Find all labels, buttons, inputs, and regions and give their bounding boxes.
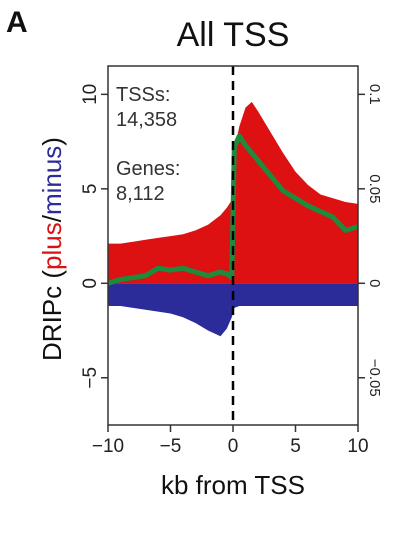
y-tick-label: −5 bbox=[80, 367, 101, 389]
annotation-tss-value: 14,358 bbox=[116, 109, 177, 131]
chart-title: All TSS bbox=[177, 16, 290, 54]
x-tick-label: −5 bbox=[160, 436, 182, 457]
annotation-genes-label: Genes: bbox=[116, 158, 180, 180]
gc-skew-line bbox=[107, 133, 359, 286]
plot-area: −10 −5 0 5 10 −5 0 5 10 −0.05 0 0.05 0.1 bbox=[80, 65, 383, 457]
panel-letter: A bbox=[6, 6, 28, 39]
y-tick-label: 0 bbox=[80, 278, 101, 289]
y-axis-title-prefix: DRIPc ( bbox=[37, 270, 67, 361]
y-axis-title-sep: / bbox=[37, 214, 67, 222]
x-tick-label: 10 bbox=[347, 436, 368, 457]
y-axis-title-minus: minus bbox=[37, 146, 67, 215]
y-axis-title: DRIPc (plus/minus) bbox=[37, 137, 67, 361]
y2-tick-label: 0 bbox=[366, 279, 383, 287]
y2-tick-label: 0.1 bbox=[366, 84, 383, 105]
x-tick-label: 0 bbox=[228, 436, 239, 457]
y-axis-title-plus: plus bbox=[37, 222, 67, 270]
x-tick-label: 5 bbox=[290, 436, 301, 457]
y-axis-title-suffix: ) bbox=[37, 137, 67, 146]
x-axis-title: kb from TSS bbox=[161, 470, 305, 500]
y-tick-label: 5 bbox=[80, 184, 101, 195]
y2-tick-label: −0.05 bbox=[366, 359, 383, 397]
y2-tick-label: 0.05 bbox=[366, 174, 383, 203]
annotation-genes-value: 8,112 bbox=[116, 183, 165, 205]
y-tick-label: 10 bbox=[80, 84, 101, 105]
x-tick-label: −10 bbox=[92, 436, 124, 457]
annotation-tss-label: TSSs: bbox=[116, 84, 170, 106]
annotations: TSSs: 14,358 Genes: 8,112 bbox=[116, 84, 180, 205]
